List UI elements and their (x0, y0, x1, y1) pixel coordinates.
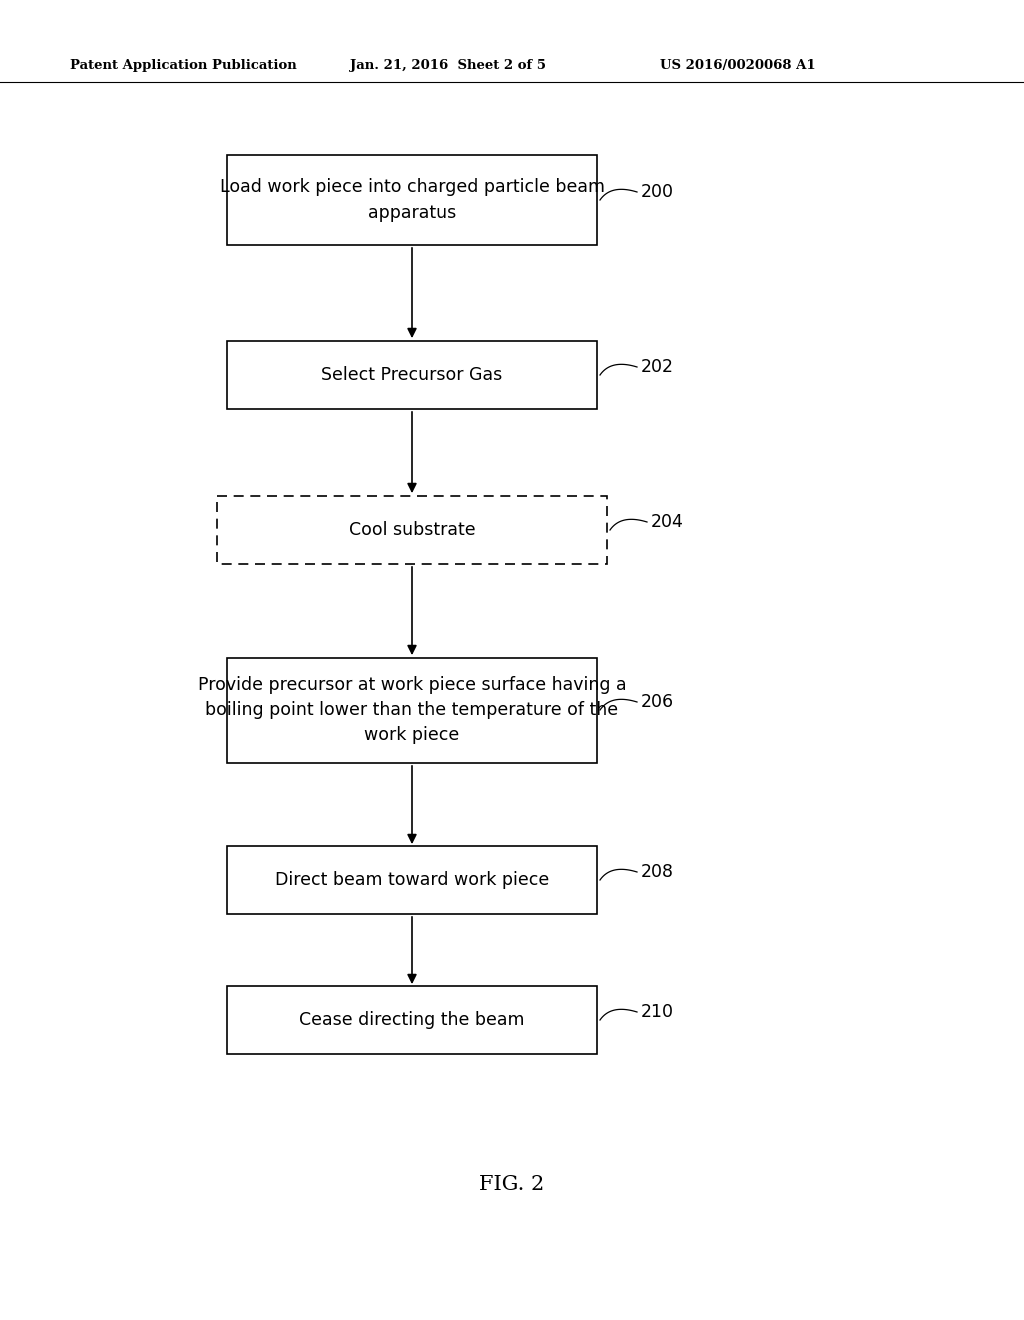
Text: Provide precursor at work piece surface having a
boiling point lower than the te: Provide precursor at work piece surface … (198, 676, 627, 744)
Text: 204: 204 (651, 513, 684, 531)
Text: FIG. 2: FIG. 2 (479, 1176, 545, 1195)
Text: Select Precursor Gas: Select Precursor Gas (322, 366, 503, 384)
Bar (227, 846, 597, 913)
Text: Direct beam toward work piece: Direct beam toward work piece (274, 871, 549, 888)
Text: US 2016/0020068 A1: US 2016/0020068 A1 (660, 58, 816, 71)
Text: Load work piece into charged particle beam
apparatus: Load work piece into charged particle be… (219, 178, 604, 222)
Text: Cease directing the beam: Cease directing the beam (299, 1011, 524, 1030)
Text: 202: 202 (641, 358, 674, 376)
Text: Patent Application Publication: Patent Application Publication (70, 58, 297, 71)
Text: Cool substrate: Cool substrate (349, 521, 475, 539)
Bar (227, 154, 597, 246)
Bar (227, 986, 597, 1053)
Text: 200: 200 (641, 183, 674, 201)
Text: Jan. 21, 2016  Sheet 2 of 5: Jan. 21, 2016 Sheet 2 of 5 (350, 58, 546, 71)
Bar (227, 341, 597, 409)
Text: 206: 206 (641, 693, 674, 711)
Bar (217, 496, 607, 564)
Text: 210: 210 (641, 1003, 674, 1020)
Text: 208: 208 (641, 863, 674, 880)
Bar (227, 657, 597, 763)
